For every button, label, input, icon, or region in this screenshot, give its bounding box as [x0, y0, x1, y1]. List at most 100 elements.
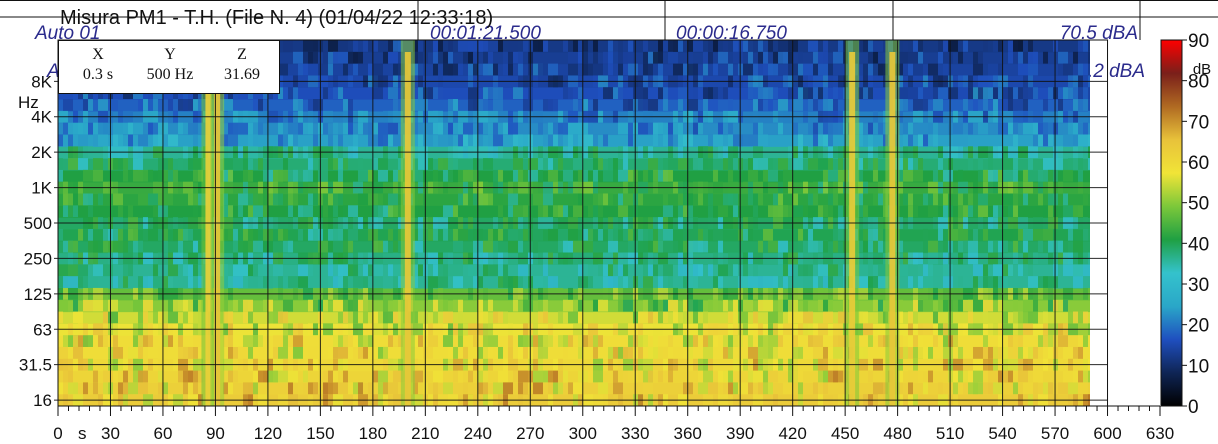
texture-cell: [58, 228, 63, 241]
texture-cell: [728, 346, 733, 359]
texture-cell: [468, 193, 473, 206]
texture-cell: [768, 63, 778, 76]
texture-cell: [938, 228, 943, 241]
texture-cell: [113, 370, 118, 383]
texture-cell: [353, 134, 358, 147]
texture-cell: [983, 276, 988, 288]
texture-cell: [978, 169, 983, 182]
texture-cell: [908, 205, 913, 218]
texture-cell: [188, 346, 193, 359]
texture-cell: [293, 335, 303, 347]
texture-cell: [1088, 99, 1090, 111]
texture-cell: [743, 264, 748, 277]
texture-cell: [1078, 169, 1083, 182]
texture-cell: [1063, 63, 1073, 76]
event-plume-1: [214, 52, 221, 406]
texture-cell: [388, 122, 398, 135]
texture-cell: [498, 311, 503, 324]
texture-cell: [618, 299, 623, 312]
texture-cell: [788, 51, 793, 64]
texture-cell: [813, 193, 818, 206]
texture-cell: [303, 370, 308, 383]
texture-cell: [138, 240, 143, 253]
texture-cell: [1093, 347, 1098, 359]
texture-cell: [358, 382, 363, 395]
texture-cell: [413, 193, 423, 206]
texture-cell: [1048, 169, 1053, 182]
texture-cell: [238, 346, 248, 359]
texture-cell: [298, 99, 303, 111]
texture-cell: [508, 63, 513, 76]
texture-cell: [303, 205, 313, 218]
texture-cell: [1043, 99, 1048, 111]
texture-cell: [1018, 370, 1028, 383]
texture-cell: [73, 346, 83, 359]
texture-cell: [838, 311, 848, 324]
texture-cell: [503, 122, 508, 135]
texture-cell: [483, 335, 488, 347]
texture-cell: [558, 382, 563, 395]
texture-cell: [963, 99, 968, 111]
x-tick-label: 630: [1146, 424, 1174, 443]
texture-cell: [378, 158, 388, 170]
texture-cell: [593, 276, 603, 288]
texture-cell: [148, 169, 153, 182]
texture-cell: [868, 122, 873, 135]
texture-cell: [343, 122, 348, 135]
colorbar-tick-label: 70: [1188, 112, 1209, 133]
texture-cell: [643, 264, 648, 277]
texture-cell: [858, 311, 868, 324]
texture-cell: [413, 99, 423, 111]
texture-cell: [643, 169, 648, 182]
texture-cell: [373, 63, 383, 76]
texture-cell: [88, 276, 98, 288]
texture-cell: [933, 335, 938, 347]
texture-cell: [453, 99, 458, 111]
texture-cell: [1098, 264, 1103, 276]
row1-label: Auto 01: [34, 23, 101, 44]
texture-cell: [923, 276, 933, 288]
texture-cell: [593, 335, 598, 347]
texture-cell: [518, 264, 528, 277]
texture-cell: [163, 335, 168, 347]
texture-cell: [248, 122, 253, 135]
texture-cell: [543, 311, 548, 324]
texture-cell: [983, 228, 988, 241]
texture-cell: [998, 299, 1003, 312]
texture-cell: [1038, 134, 1043, 147]
texture-cell: [753, 205, 758, 218]
x-tick-label: 180: [359, 424, 387, 443]
texture-cell: [623, 158, 628, 170]
texture-cell: [688, 193, 693, 206]
texture-cell: [763, 51, 768, 64]
texture-cell: [793, 40, 798, 52]
texture-cell: [1058, 240, 1063, 253]
texture-cell: [188, 99, 193, 111]
texture-cell: [418, 158, 428, 170]
texture-cell: [233, 158, 243, 170]
texture-cell: [78, 228, 83, 241]
texture-cell: [643, 40, 648, 52]
texture-cell: [178, 158, 183, 170]
texture-cell: [768, 99, 773, 111]
texture-cell: [678, 240, 683, 253]
texture-cell: [533, 193, 543, 206]
texture-cell: [303, 40, 313, 52]
texture-cell: [658, 63, 663, 76]
texture-cell: [533, 40, 538, 52]
texture-cell: [593, 370, 603, 383]
texture-cell: [343, 370, 348, 383]
texture-cell: [653, 63, 658, 76]
texture-cell: [933, 122, 938, 135]
texture-cell: [983, 99, 988, 111]
texture-cell: [1038, 346, 1043, 359]
texture-cell: [643, 299, 648, 312]
texture-cell: [383, 51, 388, 64]
colorbar-tick-label: 90: [1188, 31, 1209, 52]
readout-x: X 0.3 s: [63, 45, 133, 85]
texture-cell: [488, 299, 493, 312]
texture-cell: [923, 382, 928, 395]
texture-cell: [123, 276, 128, 288]
texture-cell: [603, 264, 608, 277]
